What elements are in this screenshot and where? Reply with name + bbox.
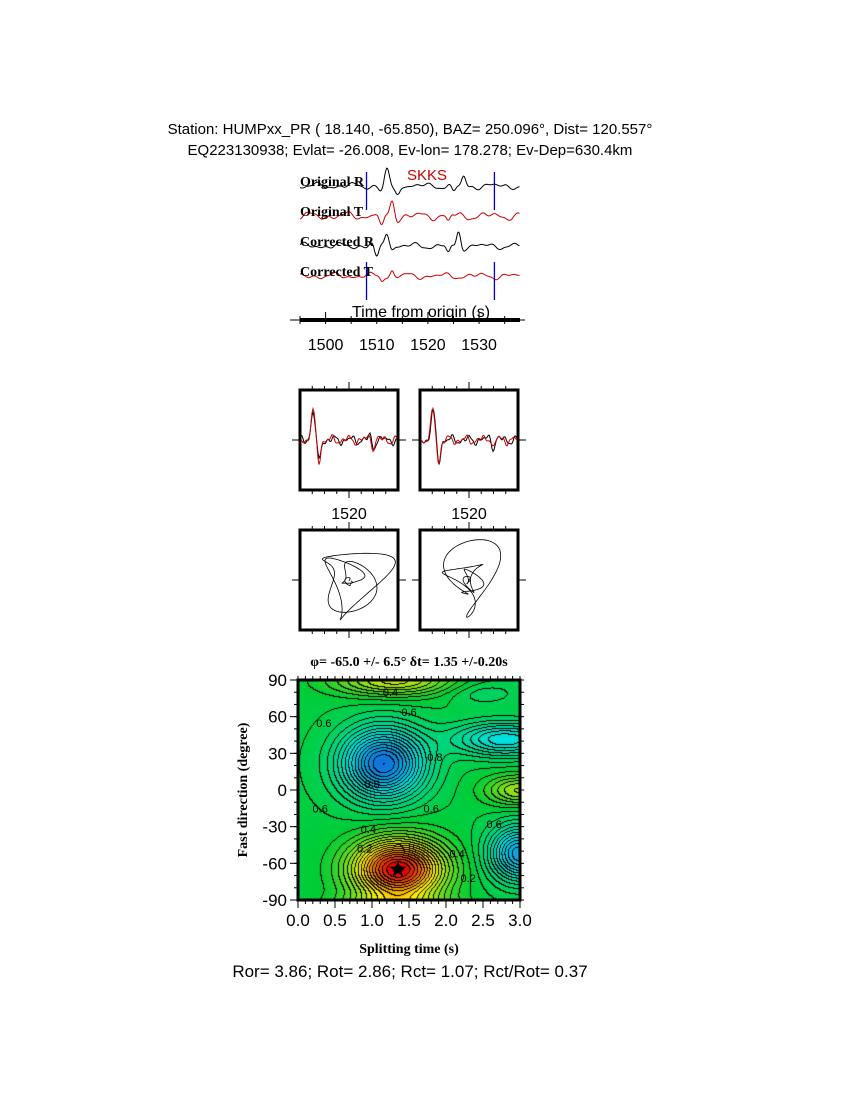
- panel1-tick-label: 1520: [331, 506, 367, 523]
- time-axis: 1500 1510 1520 1530: [290, 312, 525, 354]
- x-axis-label: Splitting time (s): [359, 942, 459, 957]
- trace-original-t: [299, 200, 520, 226]
- tick-label-1530: 1530: [461, 337, 497, 354]
- trace-label-original-r: Original R: [300, 175, 365, 190]
- waveform-box-1: [298, 388, 400, 492]
- x-tick-label-3.0: 3.0: [508, 911, 532, 930]
- tick-label-1520: 1520: [410, 337, 446, 354]
- station-info: Station: HUMPxx_PR ( 18.140, -65.850), B…: [167, 121, 653, 138]
- phase-label: SKKS: [407, 167, 447, 184]
- waveform-comparison-panels: [292, 382, 526, 498]
- y-tick-label--60: -60: [262, 854, 287, 873]
- trace-label-original-t: Original T: [300, 205, 364, 220]
- particle-motion-path: [322, 552, 396, 621]
- event-info: EQ223130938; Evlat= -26.008, Ev-lon= 178…: [187, 142, 633, 159]
- x-tick-label-2.0: 2.0: [434, 911, 458, 930]
- ratio-summary: Ror= 3.86; Rot= 2.86; Rct= 1.07; Rct/Rot…: [232, 962, 588, 981]
- slow-component: [420, 406, 518, 465]
- y-tick-label-0: 0: [278, 781, 287, 800]
- seismogram-panel: [299, 167, 520, 300]
- trace-corrected-t: [300, 270, 520, 283]
- panel2-tick-label: 1520: [451, 506, 487, 523]
- x-tick-label-2.5: 2.5: [471, 911, 495, 930]
- y-tick-label-30: 30: [268, 744, 287, 763]
- particle-motion-path: [441, 539, 502, 618]
- y-axis-label: Fast direction (degree): [236, 722, 251, 857]
- trace-original-r: [299, 167, 520, 196]
- fast-component: [420, 408, 518, 465]
- x-tick-label-0.0: 0.0: [286, 911, 310, 930]
- trace-label-corrected-t: Corrected T: [300, 265, 374, 280]
- x-tick-label-1.5: 1.5: [397, 911, 421, 930]
- particle-motion-panels: [292, 522, 526, 638]
- trace-corrected-r: [299, 231, 520, 257]
- y-tick-label--30: -30: [262, 818, 287, 837]
- fast-component: [300, 406, 398, 465]
- y-tick-label--90: -90: [262, 891, 287, 910]
- x-tick-label-1.0: 1.0: [360, 911, 384, 930]
- trace-label-corrected-r: Corrected R: [300, 235, 375, 250]
- y-tick-label-90: 90: [268, 671, 287, 690]
- splitting-result-title: φ= -65.0 +/- 6.5° δt= 1.35 +/-0.20s: [310, 655, 508, 670]
- tick-label-1500: 1500: [308, 337, 344, 354]
- tick-label-1510: 1510: [359, 337, 395, 354]
- y-tick-label-60: 60: [268, 708, 287, 727]
- time-axis-label: Time from origin (s): [352, 304, 490, 321]
- x-tick-label-0.5: 0.5: [323, 911, 347, 930]
- energy-contour-map: [298, 680, 520, 900]
